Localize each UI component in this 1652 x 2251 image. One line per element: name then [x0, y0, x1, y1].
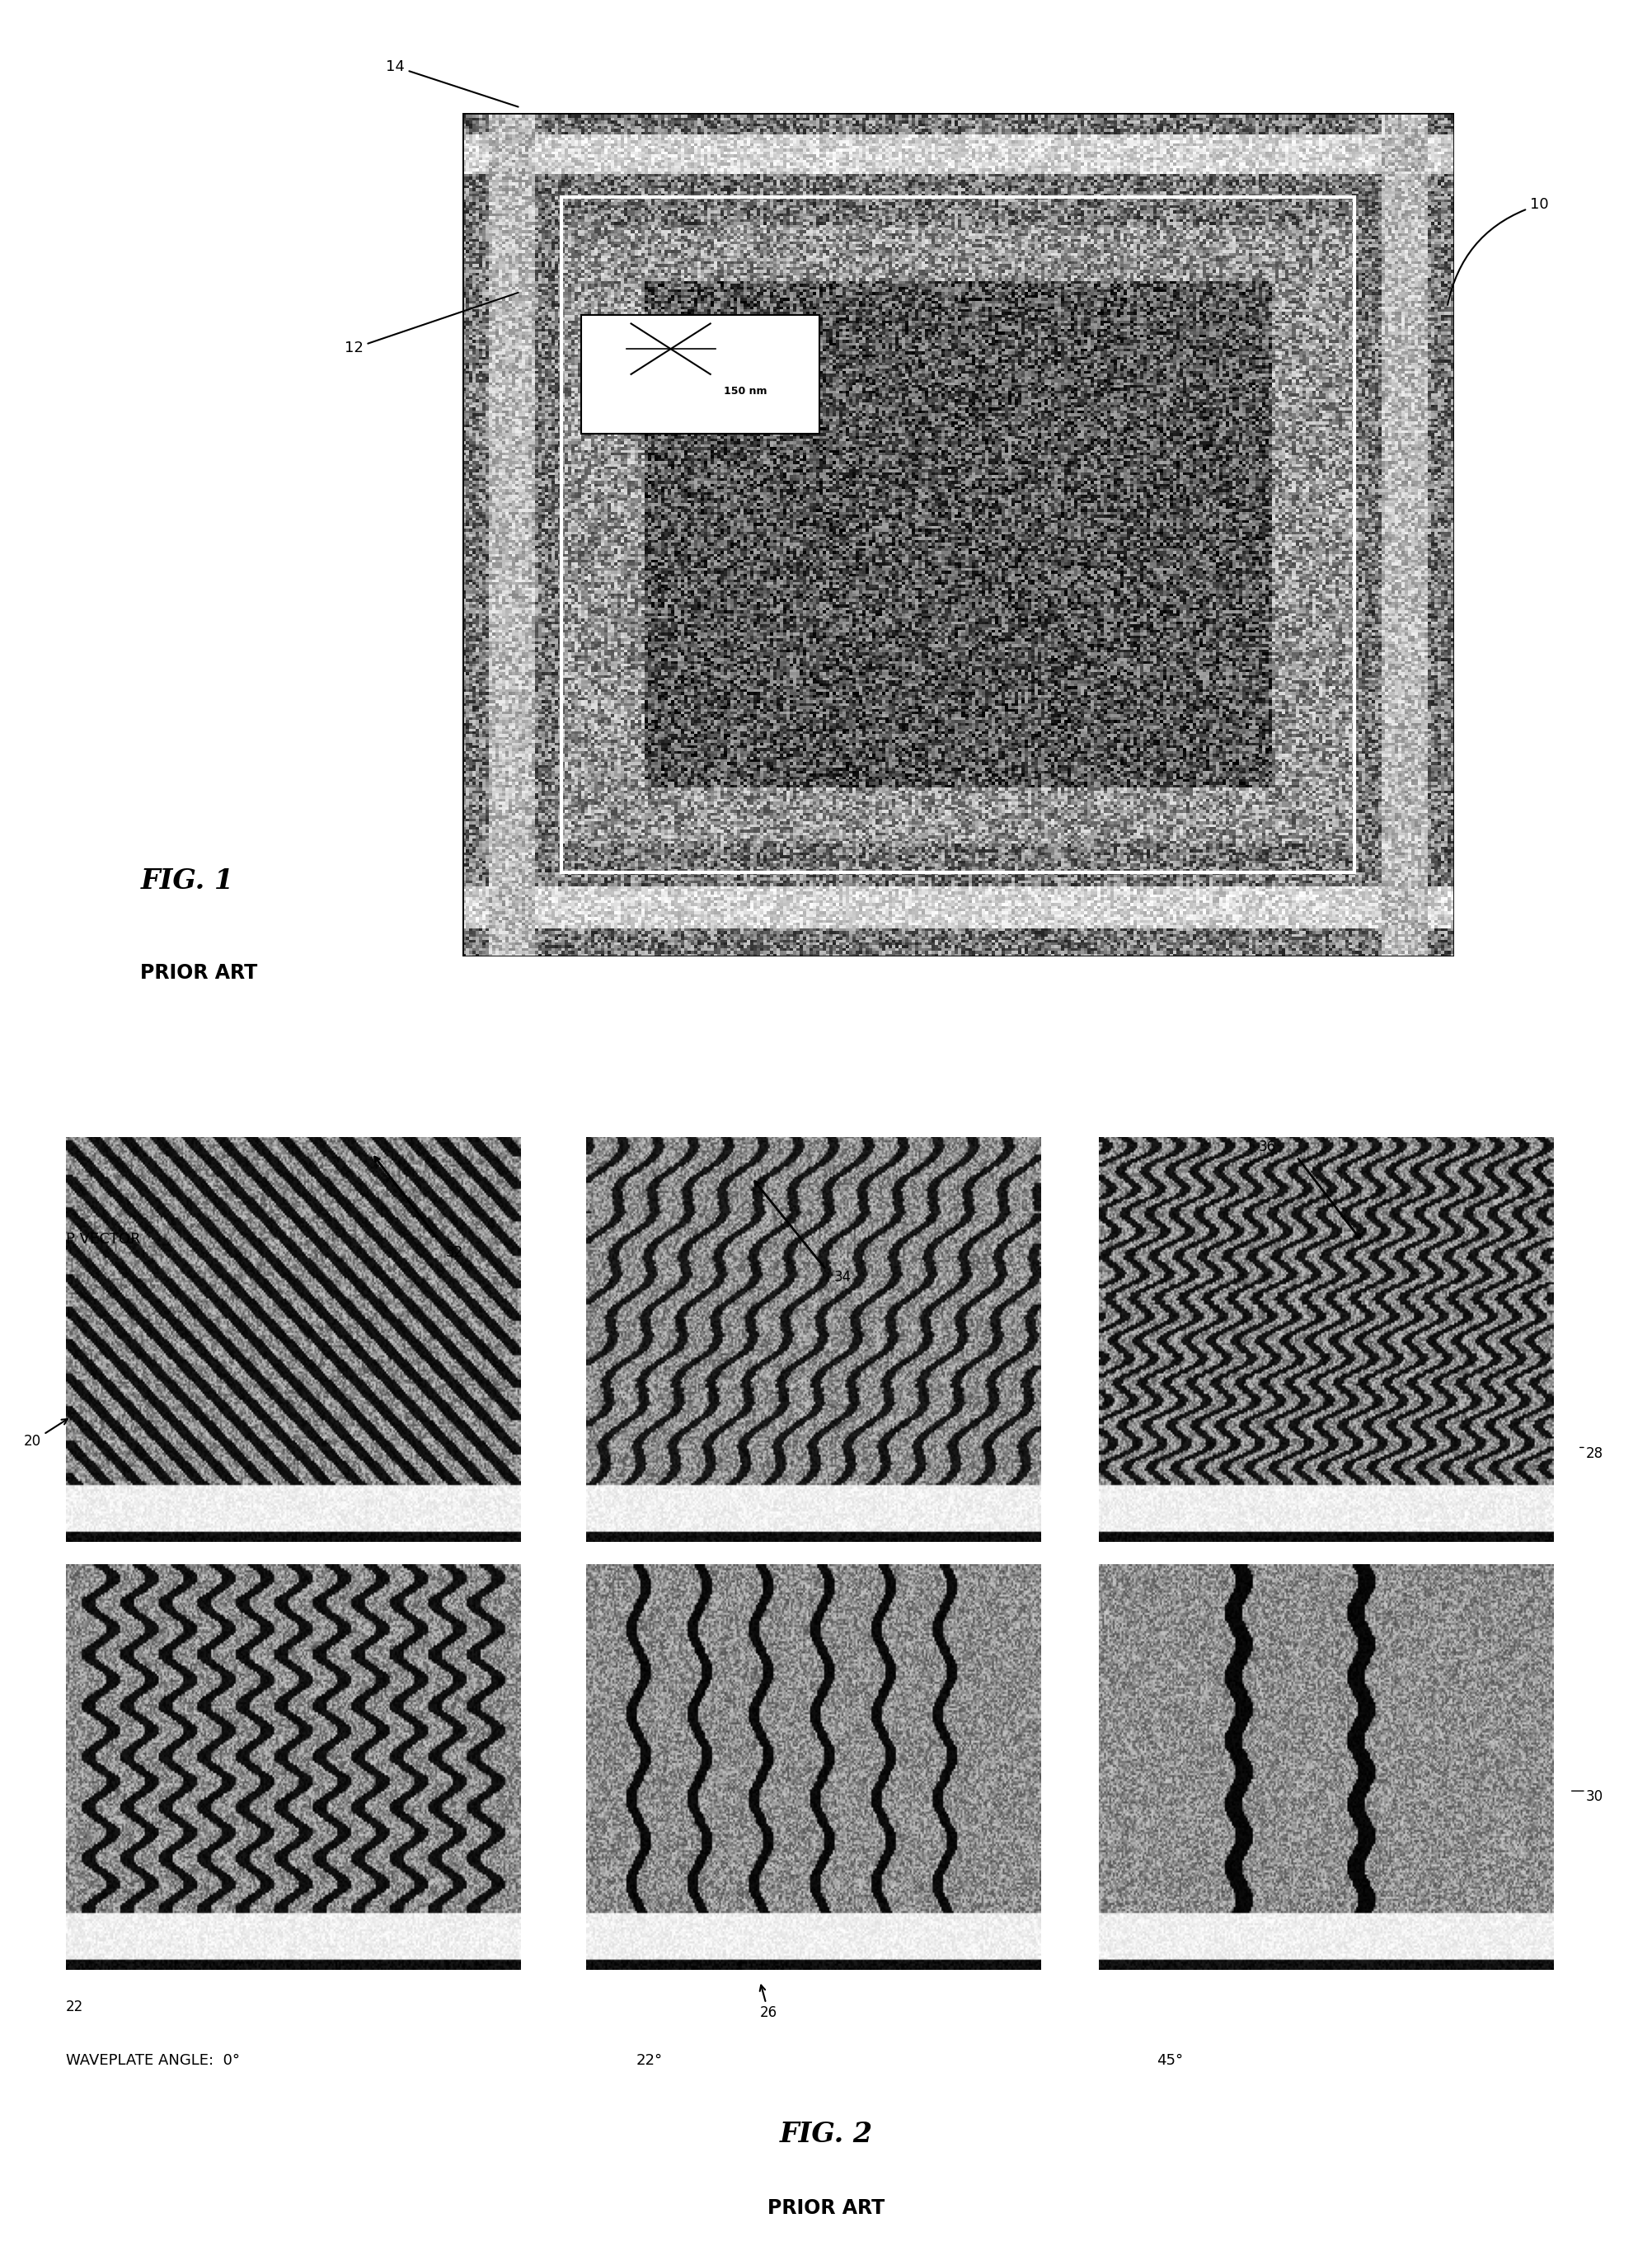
- Text: 26: 26: [760, 1985, 778, 2021]
- Text: FIG. 1: FIG. 1: [140, 867, 233, 894]
- Text: 34: 34: [834, 1270, 852, 1285]
- Text: 22: 22: [66, 1999, 84, 2015]
- Text: P VECTOR: P VECTOR: [66, 1231, 140, 1247]
- Text: 150 nm: 150 nm: [724, 385, 767, 396]
- Text: 10: 10: [1447, 198, 1548, 306]
- Text: 32: 32: [446, 1245, 464, 1261]
- Text: PRIOR ART: PRIOR ART: [768, 2199, 884, 2217]
- Text: 30: 30: [1586, 1790, 1604, 1805]
- Text: 12: 12: [345, 293, 519, 356]
- Bar: [582, 315, 819, 432]
- Text: 22°: 22°: [636, 2053, 662, 2069]
- Text: FIG. 2: FIG. 2: [780, 2120, 872, 2147]
- Text: 28: 28: [1586, 1445, 1604, 1461]
- Bar: [562, 198, 1355, 873]
- Text: 36: 36: [1259, 1139, 1277, 1155]
- Text: 20: 20: [23, 1418, 68, 1450]
- Text: WAVEPLATE ANGLE:  0°: WAVEPLATE ANGLE: 0°: [66, 2053, 240, 2069]
- Text: 45°: 45°: [1156, 2053, 1183, 2069]
- Text: PRIOR ART: PRIOR ART: [140, 963, 258, 984]
- Text: 14: 14: [387, 59, 519, 106]
